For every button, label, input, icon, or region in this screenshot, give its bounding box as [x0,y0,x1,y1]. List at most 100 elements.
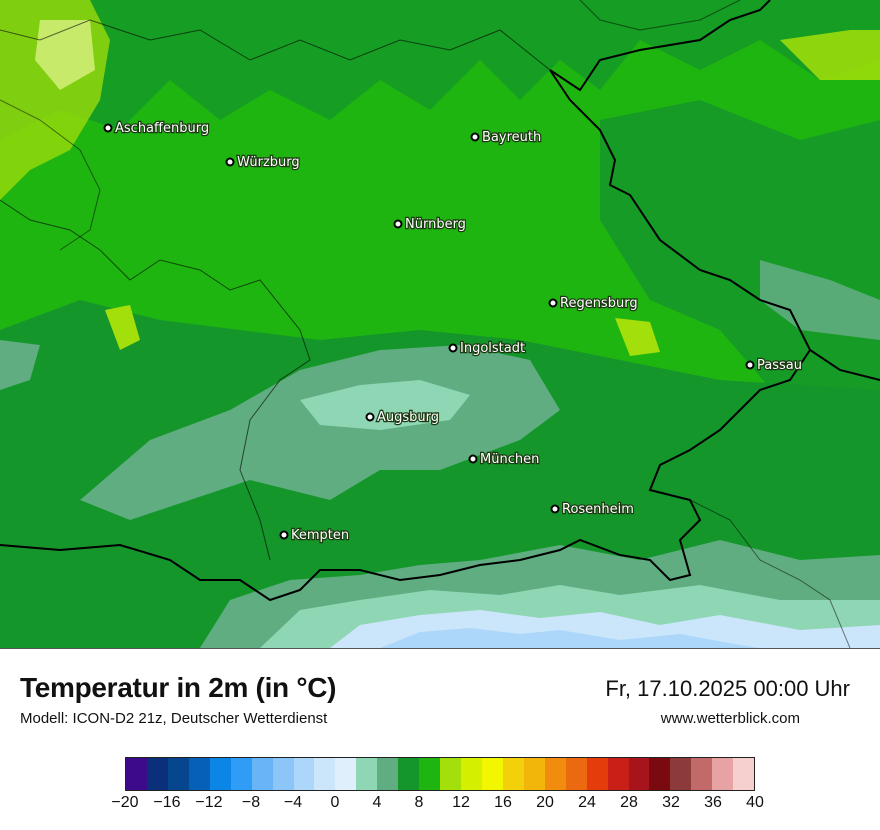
city-marker: Ingolstadt [448,340,526,357]
temp-zone-east [600,100,880,420]
website-link[interactable]: www.wetterblick.com [660,710,800,727]
temp-zone-bw-cool [760,260,880,340]
legend-ticks: −20 −16 −12 −8 −4 0 4 8 12 16 20 24 28 32 36 40 [0,794,880,818]
legend-swatch [419,758,441,790]
city-marker: München [468,451,541,468]
legend-swatch [544,758,566,790]
city-dot [393,219,403,229]
temperature-map: Aschaffenburg Würzburg Bayreuth Nürnberg Reg… [0,0,880,649]
legend-tick-label: 4 [372,794,382,811]
legend-swatch [272,758,294,790]
temp-spot-warm-2 [615,318,660,356]
border-czech-austria [549,69,880,381]
legend-tick-label: −4 [283,794,303,811]
legend-swatch [377,758,399,790]
temp-zone-alps-coldest [380,628,760,648]
legend-tick-label: 20 [536,794,554,811]
forecast-datetime: Fr, 17.10.2025 00:00 Uhr [605,676,850,701]
color-legend [125,757,755,791]
border-saxony [579,0,741,31]
legend-swatch [586,758,608,790]
city-dot [365,412,375,422]
legend-swatch [502,758,524,790]
legend-swatch [607,758,629,790]
temp-zone-north [0,0,880,140]
temp-zone-warm-ne [780,30,880,80]
city-dot [468,454,478,464]
border-hesse [0,99,101,251]
legend-tick-label: 16 [494,794,512,811]
city-dot [550,504,560,514]
city-label: Aschaffenburg [115,121,209,136]
legend-swatch [167,758,189,790]
legend-tick-label: 40 [746,794,764,811]
legend-swatch [691,758,713,790]
legend-swatch [523,758,545,790]
city-label: Passau [757,358,802,373]
city-marker: Rosenheim [550,501,635,518]
city-layer: Aschaffenburg Würzburg Bayreuth Nürnberg Reg… [103,120,803,544]
city-marker: Aschaffenburg [103,120,210,137]
legend-tick-label: −8 [241,794,261,811]
city-label: Nürnberg [405,217,466,232]
border-thuringia [0,19,551,71]
legend-tick-label: 12 [452,794,470,811]
city-dot [225,157,235,167]
city-marker: Augsburg [365,409,440,426]
city-label: Regensburg [560,296,638,311]
city-dot [548,298,558,308]
city-dot [103,123,113,133]
temp-zone-southwest [0,540,200,648]
legend-swatch [440,758,461,790]
legend-tick-label: 24 [578,794,596,811]
model-credit: Modell: ICON-D2 21z, Deutscher Wetterdie… [20,710,328,727]
city-marker: Nürnberg [393,216,467,233]
legend-swatch [126,758,147,790]
legend-tick-label: 32 [662,794,680,811]
legend-swatch [314,758,336,790]
legend-swatch [565,758,587,790]
border-salzburg [689,499,851,648]
legend-tick-label: 28 [620,794,638,811]
border-austria [0,349,811,602]
legend-swatch [209,758,231,790]
city-dot [745,360,755,370]
legend-tick-label: 36 [704,794,722,811]
city-label: Bayreuth [482,130,541,145]
legend-tick-label: 0 [330,794,340,811]
city-dot [448,343,458,353]
legend-swatch [230,758,252,790]
legend-tick-label: −16 [153,794,181,811]
legend-tick-label: 8 [414,794,424,811]
city-label: Ingolstadt [460,341,525,356]
temp-spot-warm-1 [105,305,140,350]
legend-swatch [481,758,503,790]
temp-zone-warmer-nw [35,20,95,90]
legend-swatch [649,758,671,790]
legend-swatch [712,758,734,790]
legend-swatch [146,758,168,790]
temp-zone-west-cool [0,340,40,390]
legend-tick-label: −20 [111,794,139,811]
legend-swatch [733,758,755,790]
city-marker: Bayreuth [470,129,542,146]
legend-swatch [251,758,273,790]
legend-swatch [356,758,378,790]
city-marker: Würzburg [225,154,301,171]
legend-swatch [335,758,357,790]
city-label: Rosenheim [562,502,634,517]
city-marker: Regensburg [548,295,639,312]
legend-swatch [188,758,210,790]
map-canvas: Aschaffenburg Würzburg Bayreuth Nürnberg Reg… [0,0,880,648]
city-dot [279,530,289,540]
legend-swatch [398,758,420,790]
legend-swatch [628,758,650,790]
legend-tick-label: −12 [195,794,223,811]
legend-swatch [670,758,692,790]
legend-swatch [293,758,315,790]
temp-zone-cooler [300,380,470,430]
map-title: Temperatur in 2m (in °C) [20,672,337,703]
city-label: Kempten [291,528,349,543]
city-marker: Kempten [279,527,350,544]
border-czech-north [549,0,771,92]
